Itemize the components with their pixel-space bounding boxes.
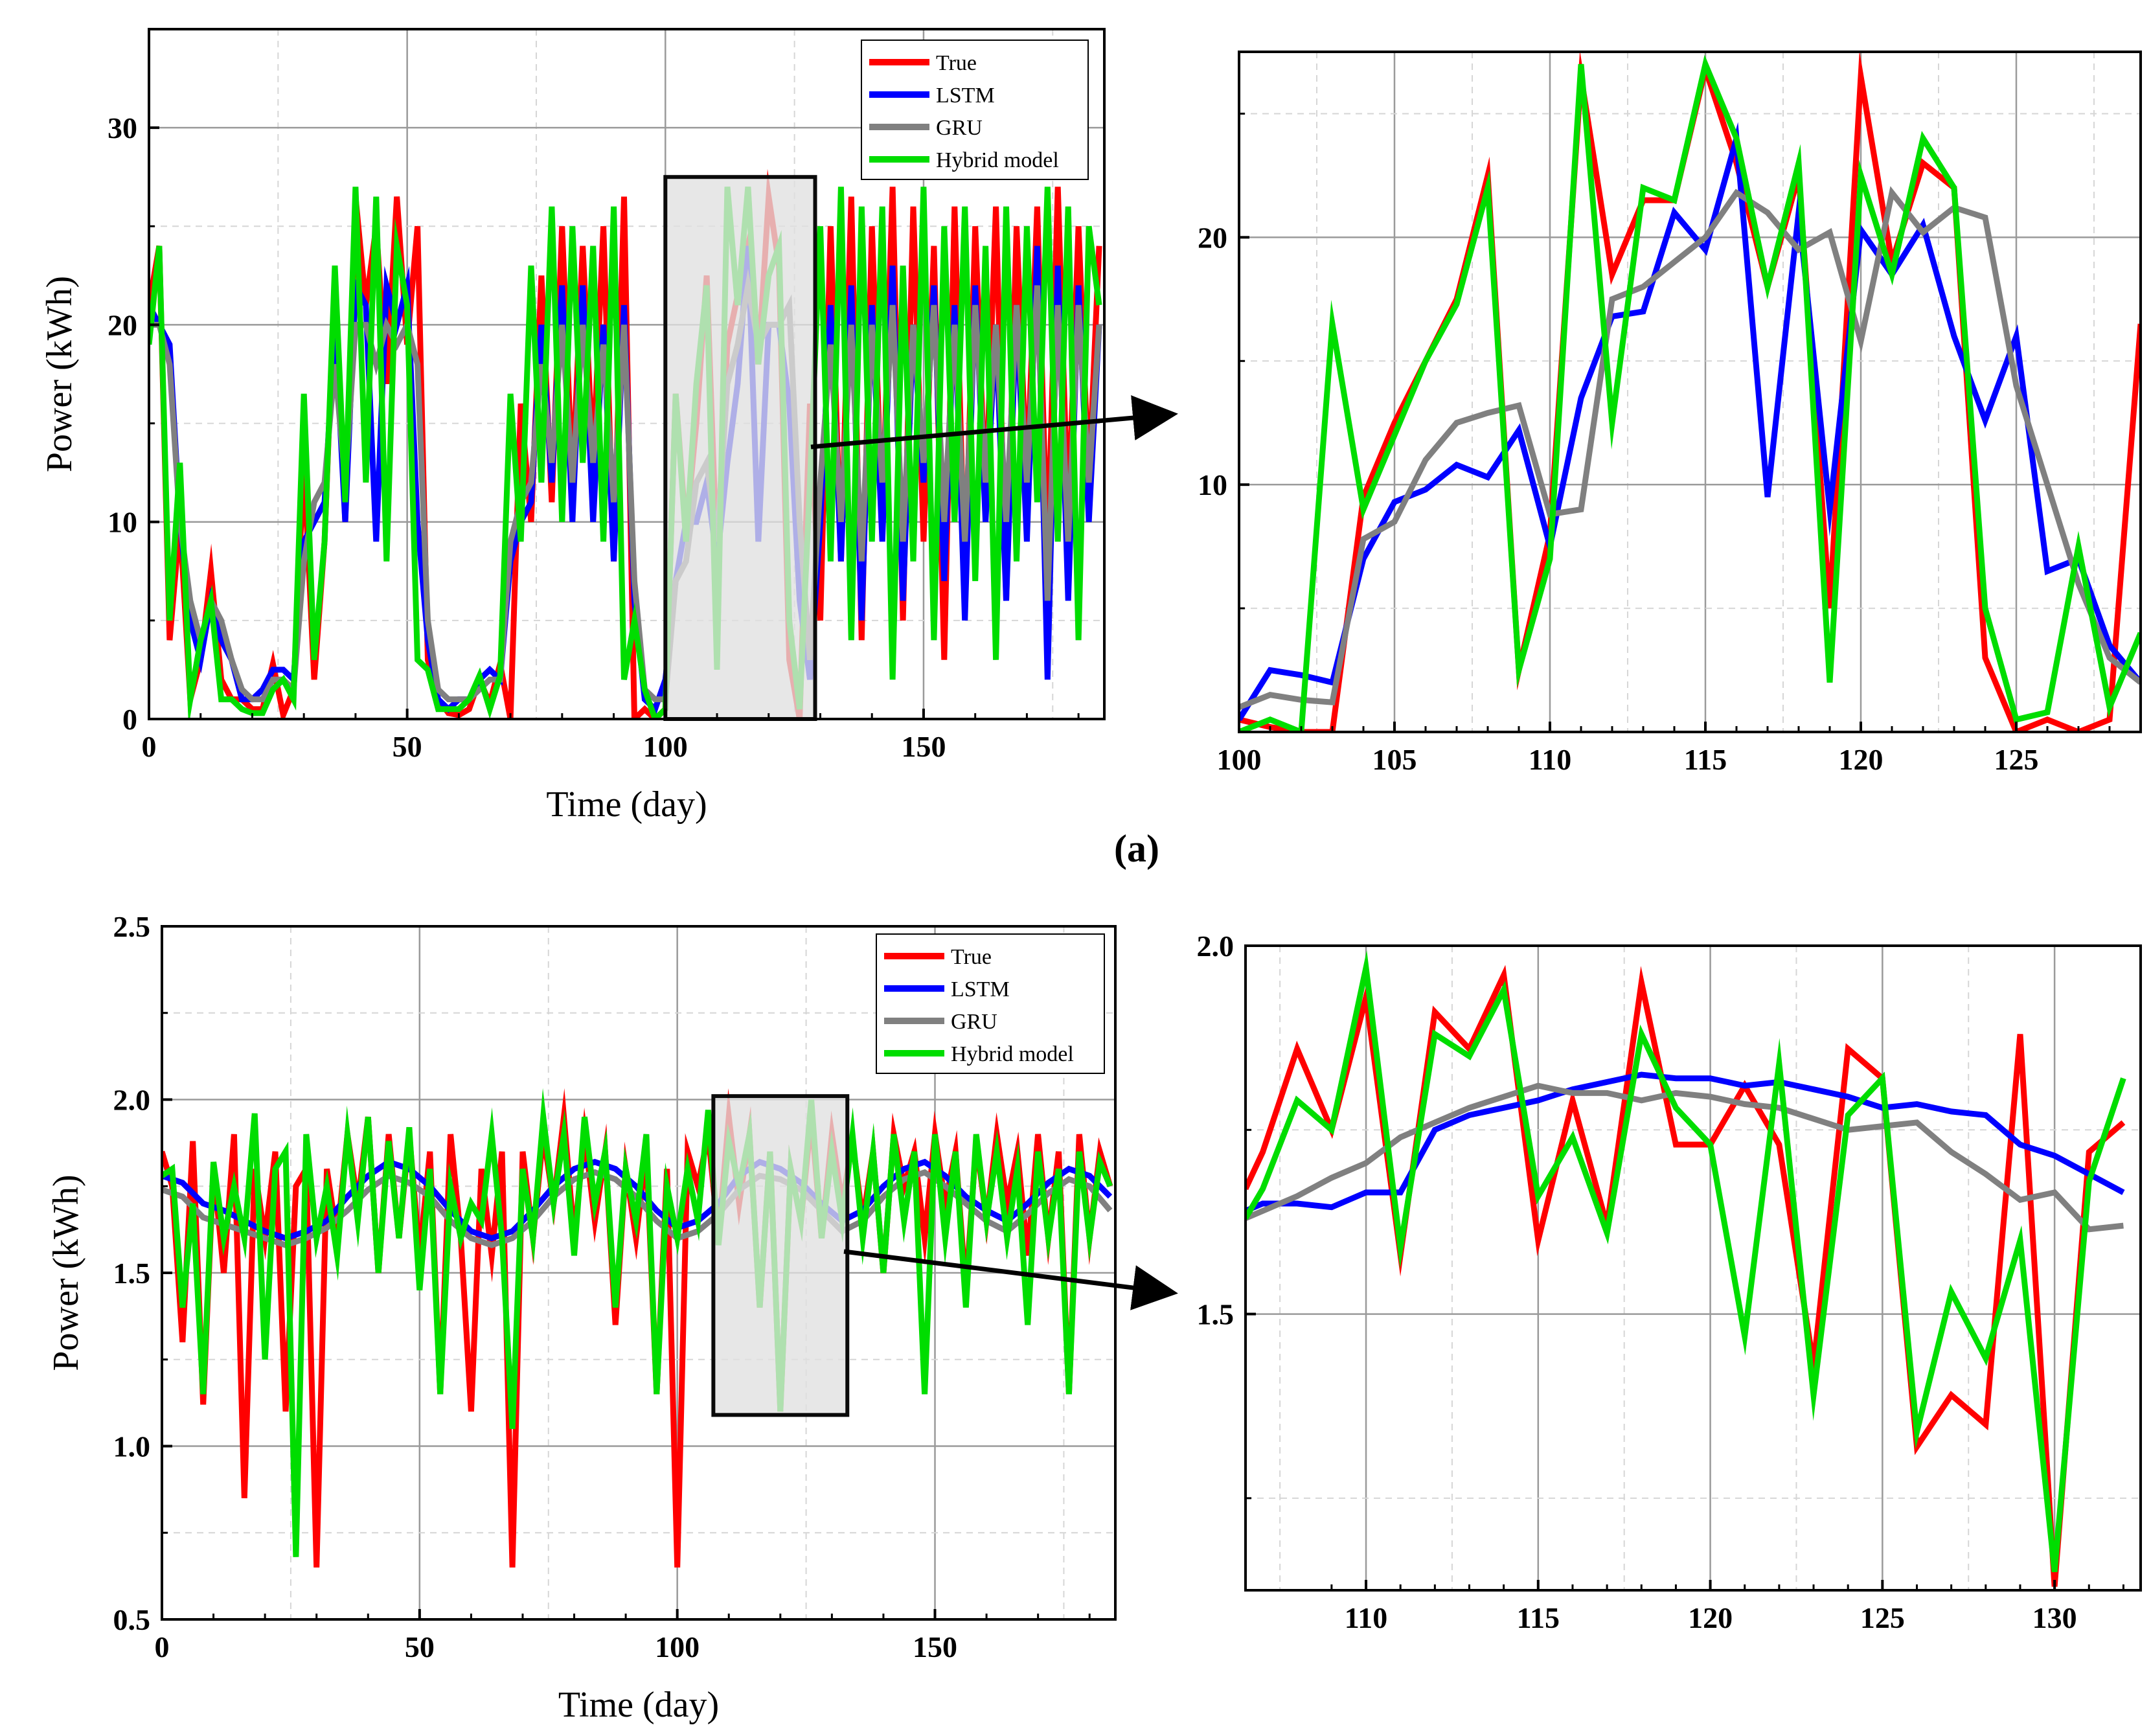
- x-tick-label: 0: [142, 730, 157, 763]
- x-tick-label: 150: [913, 1630, 957, 1663]
- x-tick-label: 50: [393, 730, 422, 763]
- axes-frame: [1244, 944, 2142, 1592]
- x-tick-label: 50: [405, 1630, 435, 1663]
- y-tick-label: 10: [1198, 468, 1227, 501]
- series-group: [149, 168, 1102, 719]
- series-line-hybrid-model: [149, 187, 1102, 719]
- x-tick-label: 110: [1345, 1601, 1387, 1634]
- legend-label: Hybrid model: [951, 1042, 1074, 1066]
- chart-a-zoom: 100 105 110 115 120 125 10 20: [1198, 51, 2142, 776]
- y-tick-label: 20: [108, 308, 137, 341]
- y-tick-label: 2.0: [113, 1084, 151, 1117]
- series-group: [162, 1088, 1113, 1568]
- legend-label: True: [951, 945, 992, 969]
- legend: True LSTM GRU Hybrid model: [876, 933, 1105, 1074]
- y-tick-label: 1.5: [113, 1257, 151, 1290]
- zoom-highlight-box: [663, 175, 817, 721]
- x-tick-label: 130: [2032, 1601, 2077, 1634]
- zoom-arrow-b: [843, 1249, 1178, 1310]
- y-tick-label: 2.0: [1197, 930, 1235, 963]
- legend-label: GRU: [951, 1010, 997, 1034]
- plot-area: [1246, 946, 2141, 1590]
- series-line-gru: [1246, 1082, 2124, 1233]
- x-tick-label: 100: [655, 1630, 700, 1663]
- chart-b-main: 0 50 100 150 0.5 1.0 1.5 2.0 2.5 Time (day) Power …: [46, 910, 1117, 1725]
- x-tick-label: 110: [1529, 743, 1571, 776]
- y-tick-label: 0: [122, 703, 137, 736]
- x-tick-label: 120: [1688, 1601, 1733, 1634]
- legend-label: LSTM: [936, 84, 995, 108]
- x-tick-label: 100: [1217, 743, 1262, 776]
- legend-label: Hybrid model: [936, 148, 1059, 172]
- series-line-lstm: [1239, 122, 2141, 722]
- y-axis-label: Power (kWh): [46, 1174, 86, 1371]
- x-tick-label: 115: [1684, 743, 1727, 776]
- x-tick-label: 100: [643, 730, 688, 763]
- series-group: [1246, 950, 2126, 1587]
- chart-b-zoom: 110 115 120 125 130 1.5 2.0: [1197, 930, 2142, 1634]
- legend-label: True: [936, 51, 977, 75]
- series-line-hybrid-model: [1246, 950, 2126, 1573]
- plot-area: [1239, 52, 2141, 732]
- series-line-lstm: [1246, 1071, 2125, 1214]
- series-line-gru: [1239, 186, 2141, 710]
- x-tick-label: 115: [1517, 1601, 1560, 1634]
- series-line-hybrid-model: [1239, 54, 2141, 732]
- y-axis-label: Power (kWh): [40, 276, 80, 472]
- x-tick-label: 125: [1860, 1601, 1905, 1634]
- series-line-hybrid-model: [162, 1088, 1113, 1557]
- y-tick-label: 10: [108, 506, 137, 539]
- legend: True LSTM GRU Hybrid model: [861, 40, 1089, 180]
- axes-frame: [1238, 51, 2142, 733]
- x-tick-label: 150: [901, 730, 946, 763]
- y-tick-label: 1.5: [1197, 1298, 1235, 1331]
- y-tick-label: 30: [108, 111, 137, 144]
- series-group: [1239, 52, 2141, 732]
- x-axis-label: Time (day): [558, 1685, 719, 1725]
- legend-label: LSTM: [951, 977, 1010, 1001]
- y-tick-label: 0.5: [113, 1603, 151, 1636]
- x-tick-label: 120: [1839, 743, 1884, 776]
- y-tick-label: 20: [1198, 221, 1227, 254]
- zoom-arrow-a: [810, 395, 1178, 450]
- zoom-highlight-box: [711, 1094, 850, 1417]
- axes-frame: [148, 28, 1106, 720]
- legend-label: GRU: [936, 116, 983, 140]
- panel-label-a: (a): [1114, 827, 1159, 870]
- chart-a-main: 0 50 100 150 0 10 20 30 Time (day) Power (kWh) Tru…: [40, 28, 1106, 825]
- y-tick-label: 2.5: [113, 910, 151, 943]
- x-tick-label: 105: [1372, 743, 1417, 776]
- x-axis-label: Time (day): [546, 784, 707, 825]
- x-tick-label: 125: [1994, 743, 2039, 776]
- y-tick-label: 1.0: [113, 1430, 151, 1463]
- x-tick-label: 0: [155, 1630, 170, 1663]
